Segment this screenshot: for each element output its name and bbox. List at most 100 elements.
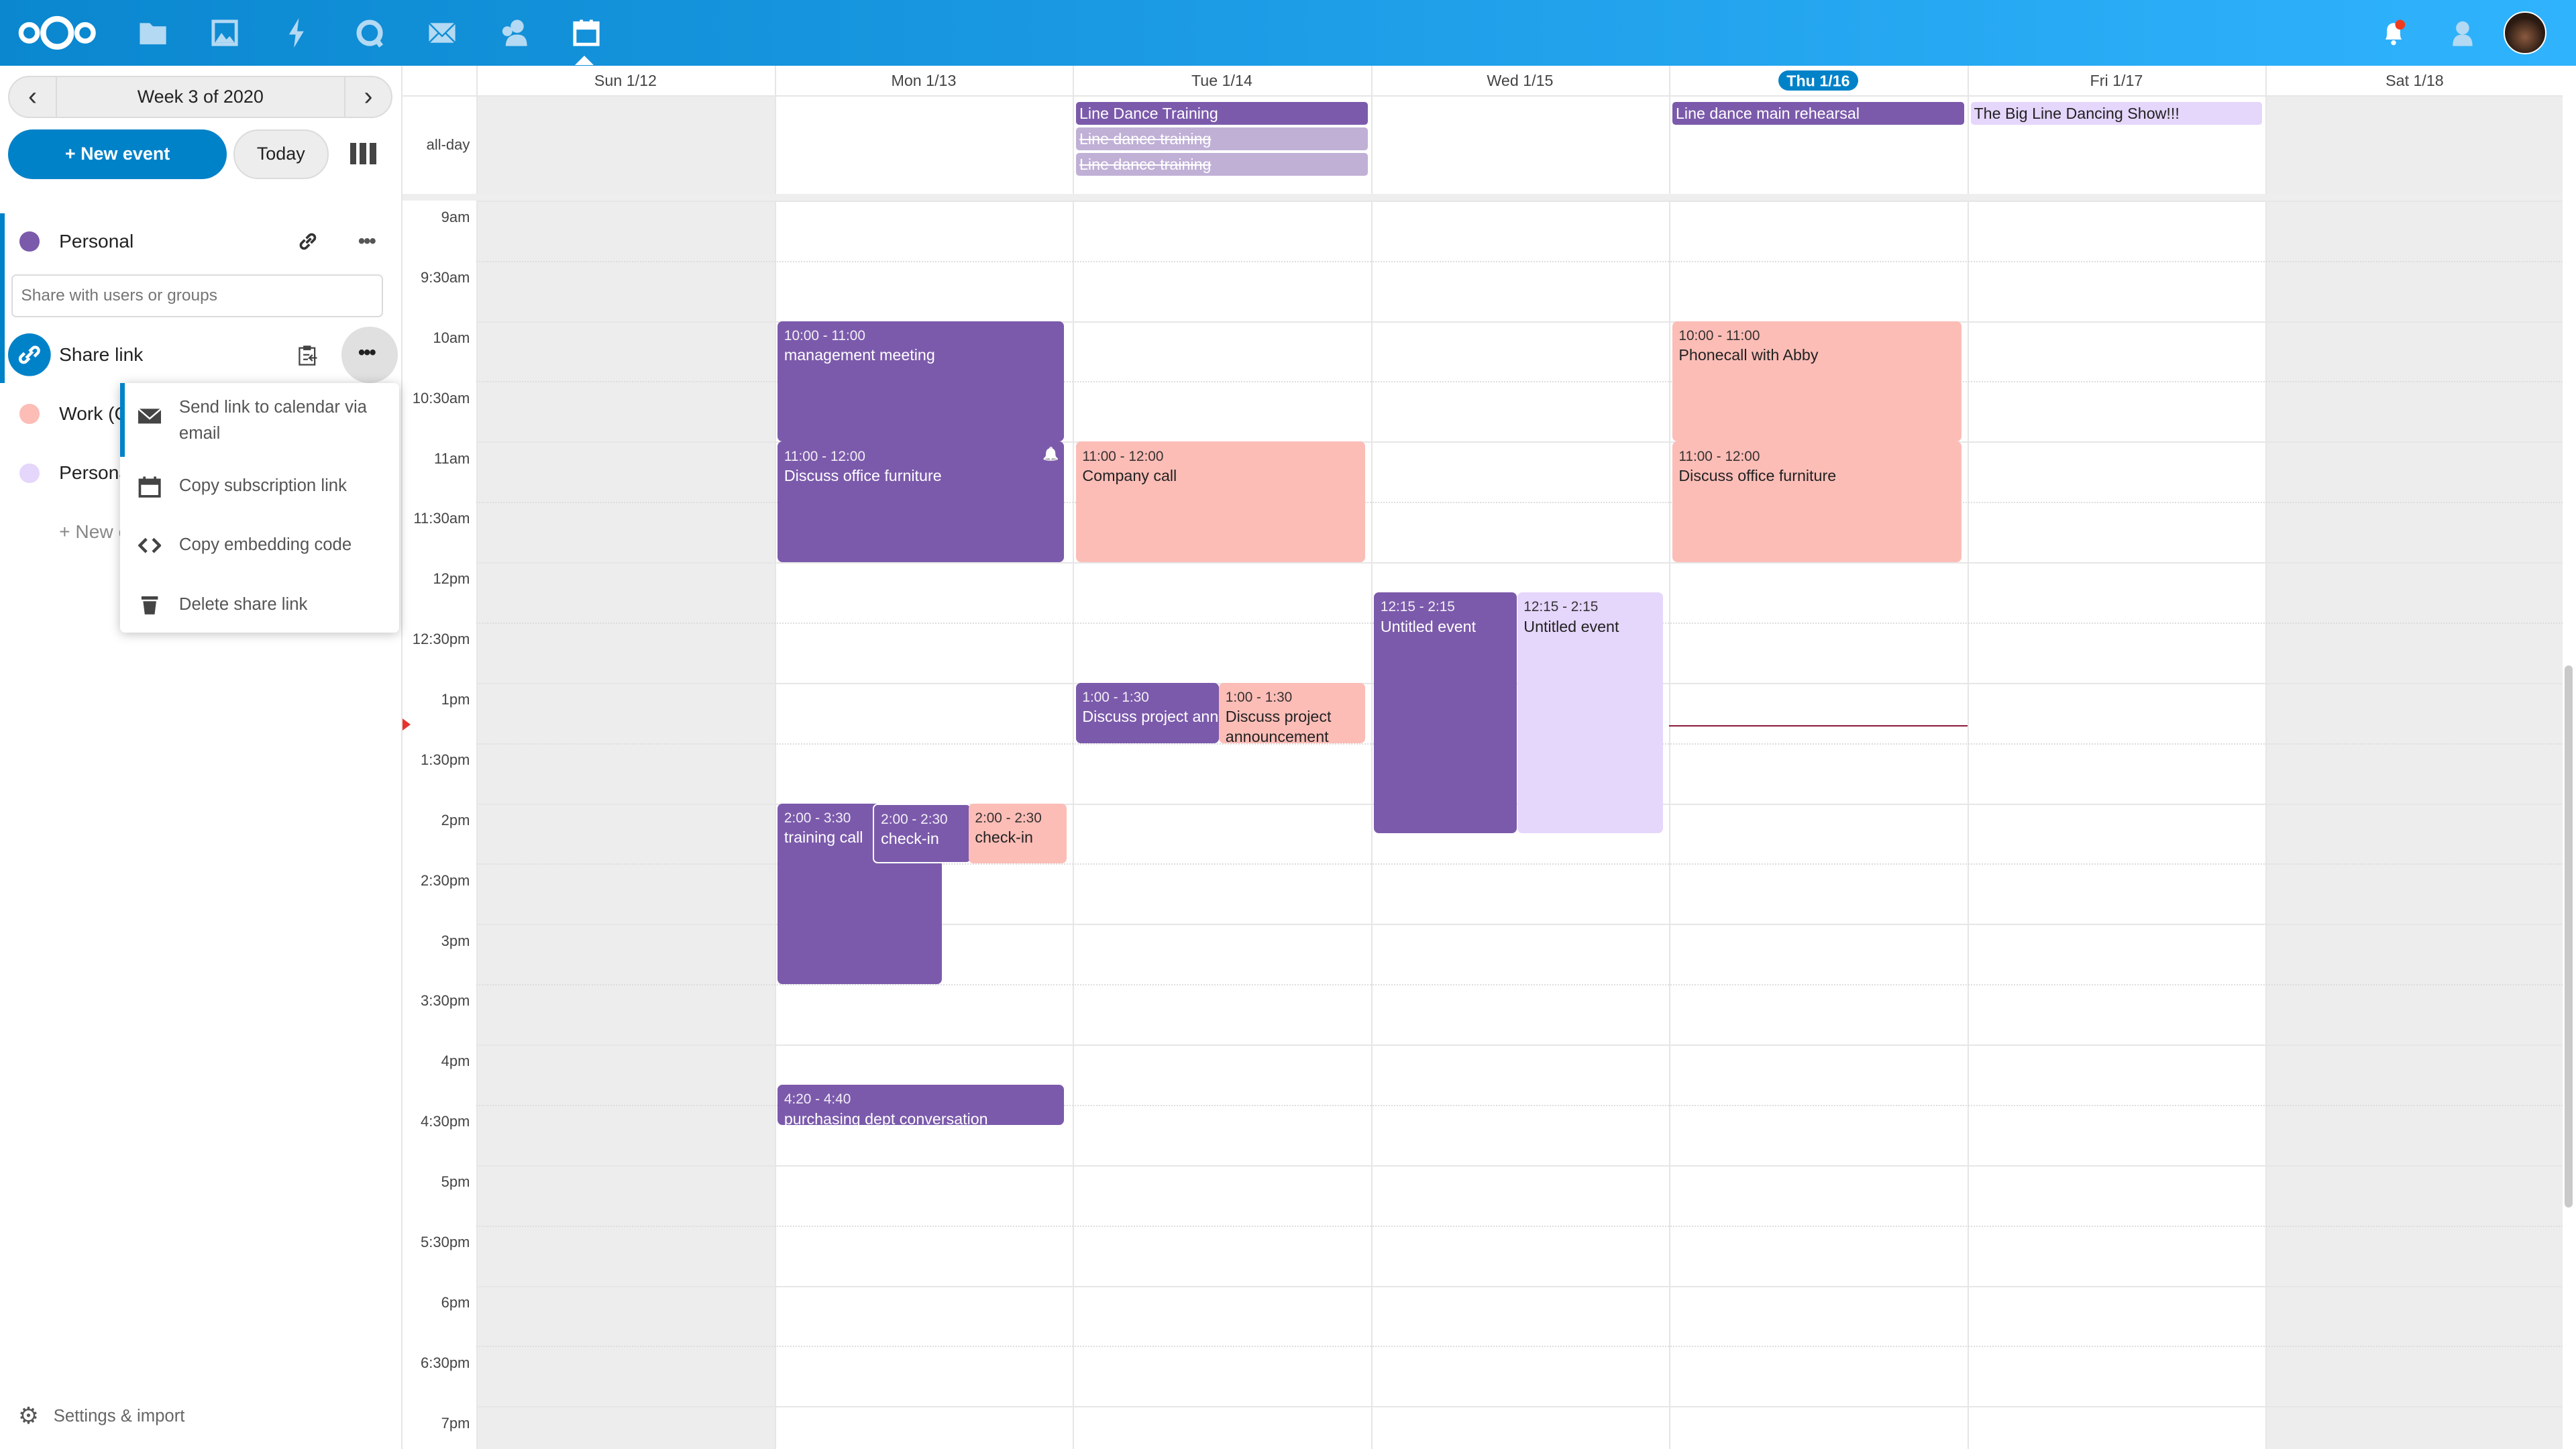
new-calendar-button[interactable]: + New c — [0, 508, 402, 557]
allday-divider — [402, 193, 2563, 201]
allday-event[interactable]: Line dance training — [1076, 127, 1368, 151]
calendar-name: Persona — [59, 462, 130, 484]
day-header[interactable]: Sun 1/12 — [594, 71, 657, 89]
allday-event[interactable]: Line dance main rehearsal — [1672, 101, 1964, 125]
today-button[interactable]: Today — [233, 129, 329, 179]
sidebar: ‹ Week 3 of 2020 › + New event Today Per… — [0, 65, 402, 1449]
share-with-users-input[interactable] — [11, 274, 383, 317]
column-divider — [1371, 65, 1373, 1449]
calendar-event[interactable]: 12:15 - 2:15 Untitled event — [1517, 592, 1664, 834]
talk-icon[interactable] — [355, 18, 384, 48]
allday-event[interactable]: Line Dance Training — [1076, 101, 1368, 125]
calendar-icon — [138, 476, 161, 498]
time-gridline — [476, 1346, 2563, 1348]
column-divider — [1967, 65, 1969, 1449]
contacts-menu-icon[interactable] — [2445, 18, 2474, 48]
calendar-item-personal[interactable]: Personal ••• — [0, 217, 402, 266]
event-title: Untitled event — [1523, 617, 1619, 635]
prev-week-button[interactable]: ‹ — [28, 82, 38, 111]
week-label[interactable]: Week 3 of 2020 — [55, 76, 345, 117]
notification-badge — [2395, 19, 2406, 30]
calendar-event[interactable]: 11:00 - 12:00 Discuss office furniture — [1672, 441, 1962, 563]
calendar-icon[interactable] — [572, 18, 601, 48]
allday-event[interactable]: Line dance training — [1076, 152, 1368, 176]
copy-to-clipboard-icon[interactable] — [297, 344, 319, 366]
weekend-column — [476, 95, 775, 1449]
time-label: 9:30am — [421, 268, 470, 286]
activity-icon[interactable] — [282, 17, 312, 48]
calendar-event[interactable]: 2:00 - 2:30 check-in — [968, 803, 1067, 864]
menu-item-copy-embed[interactable]: Copy embedding code — [120, 532, 399, 588]
allday-label: all-day — [426, 136, 470, 154]
share-link-menu-button[interactable]: ••• — [341, 327, 398, 383]
event-time: 1:00 - 1:30 — [1082, 690, 1149, 706]
user-avatar[interactable] — [2504, 11, 2546, 54]
next-week-button[interactable]: › — [364, 82, 373, 111]
calendar-event[interactable]: 12:15 - 2:15 Untitled event — [1374, 592, 1517, 834]
calendar-event[interactable]: 4:20 - 4:40 purchasing dept conversation — [777, 1084, 1064, 1125]
calendar-event[interactable]: 10:00 - 11:00 Phonecall with Abby — [1672, 321, 1962, 442]
menu-item-copy-subscription[interactable]: Copy subscription link — [120, 473, 399, 529]
time-gridline — [476, 321, 2563, 323]
active-app-indicator — [575, 56, 594, 66]
calendar-item-personal-2[interactable]: Persona — [0, 449, 402, 498]
column-divider — [1669, 65, 1671, 1449]
calendar-event[interactable]: 10:00 - 11:00 management meeting — [777, 321, 1064, 442]
time-gridline — [476, 562, 2563, 564]
allday-event[interactable]: The Big Line Dancing Show!!! — [1970, 101, 2263, 125]
photos-icon[interactable] — [210, 18, 239, 48]
notifications-icon[interactable] — [2379, 18, 2408, 48]
mail-icon[interactable] — [427, 18, 457, 48]
calendar-event[interactable]: 11:00 - 12:00 Company call — [1075, 441, 1365, 563]
more-options-icon: ••• — [358, 341, 376, 364]
menu-item-delete-share-link[interactable]: Delete share link — [120, 592, 399, 647]
more-options-icon[interactable]: ••• — [358, 229, 376, 252]
new-event-button[interactable]: + New event — [8, 129, 227, 179]
day-header[interactable]: Mon 1/13 — [891, 71, 957, 89]
event-title: Untitled event — [1380, 617, 1477, 635]
gear-icon: ⚙ — [17, 1403, 39, 1430]
day-header[interactable]: Thu 1/16 — [1669, 66, 1968, 95]
time-label: 11am — [433, 449, 470, 467]
mail-icon — [138, 408, 161, 424]
nextcloud-logo[interactable] — [16, 15, 98, 51]
time-gridline — [476, 200, 2563, 202]
day-header[interactable]: Tue 1/14 — [1191, 71, 1252, 89]
link-icon[interactable] — [297, 231, 319, 252]
time-label: 4:30pm — [421, 1113, 470, 1130]
menu-item-label: Copy subscription link — [178, 476, 347, 496]
contacts-icon[interactable] — [499, 18, 529, 48]
calendar-week-grid: 9am 9:30am 10am 10:30am 11am 11:30am 12pm 12:30… — [402, 65, 2563, 1449]
current-time-marker — [402, 718, 411, 731]
share-link-row[interactable]: Share link ••• — [0, 327, 402, 383]
calendar-event[interactable]: 11:00 - 12:00 Discuss office furniture 🔔 — [777, 441, 1064, 563]
day-header[interactable]: Fri 1/17 — [2090, 71, 2143, 89]
event-time: 2:00 - 2:30 — [881, 811, 948, 827]
settings-import-button[interactable]: ⚙ Settings & import — [18, 1403, 184, 1430]
time-label: 2:30pm — [421, 871, 470, 889]
time-label: 1:30pm — [421, 751, 470, 768]
time-gridline — [476, 260, 2563, 262]
files-icon[interactable] — [138, 18, 168, 48]
calendar-event[interactable]: 1:00 - 1:30 Discuss project announcement — [1219, 682, 1365, 743]
calendar-event[interactable]: 2:00 - 2:30 check-in — [873, 803, 972, 864]
share-link-label: Share link — [59, 343, 144, 365]
menu-item-send-email[interactable]: Send link to calendar via email — [120, 394, 399, 450]
time-label: 11:30am — [413, 510, 470, 527]
code-icon — [138, 537, 161, 553]
week-navigator: ‹ Week 3 of 2020 › — [8, 75, 393, 119]
share-link-icon — [8, 333, 51, 376]
day-header[interactable]: Wed 1/15 — [1487, 71, 1554, 89]
header-divider — [402, 95, 2563, 97]
settings-label: Settings & import — [53, 1406, 185, 1426]
calendar-event[interactable]: 1:00 - 1:30 Discuss project announcement — [1075, 682, 1219, 743]
day-header[interactable]: Sat 1/18 — [2385, 71, 2444, 89]
view-switcher-icon[interactable] — [350, 143, 376, 164]
active-calendar-indicator — [0, 213, 5, 383]
time-gridline — [476, 381, 2563, 383]
calendar-item-work[interactable]: Work (C — [0, 389, 402, 438]
menu-item-label: Send link to calendar via email — [178, 397, 367, 443]
scrollbar[interactable] — [2564, 665, 2573, 1208]
calendar-color-dot — [19, 463, 40, 483]
